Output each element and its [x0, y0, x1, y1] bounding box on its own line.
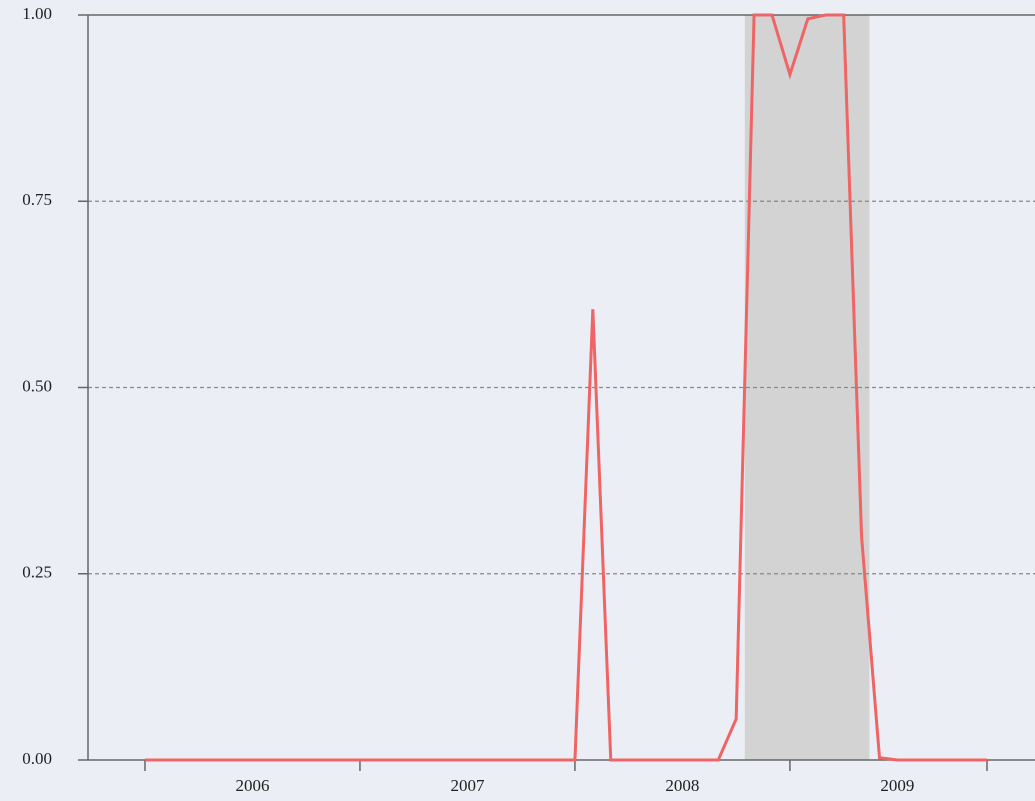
data-line — [144, 13, 987, 762]
y-tick-label: 0.00 — [22, 749, 52, 768]
y-tick-label: 0.75 — [22, 190, 52, 209]
y-tick-label: 1.00 — [22, 4, 52, 23]
x-tick-label: 2008 — [665, 776, 699, 795]
y-tick-label: 0.25 — [22, 563, 52, 582]
x-tick-label: 2007 — [450, 776, 485, 795]
x-tick-label: 2006 — [235, 776, 269, 795]
y-tick-label: 0.50 — [22, 376, 52, 395]
x-tick-label: 2009 — [880, 776, 914, 795]
